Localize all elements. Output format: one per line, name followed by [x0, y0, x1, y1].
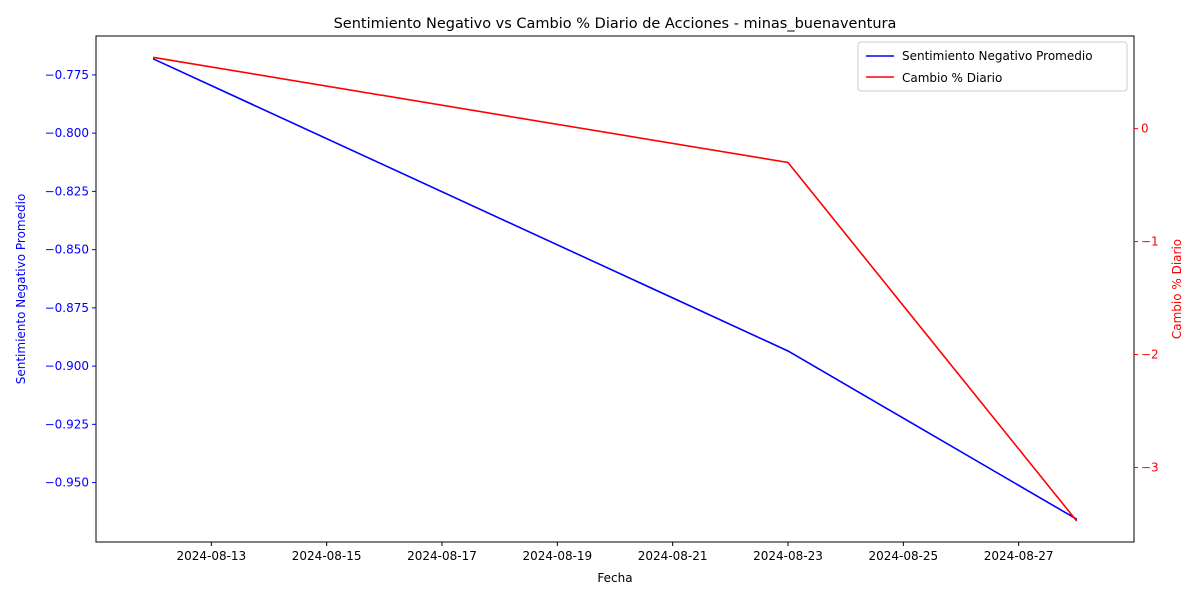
x-tick-label-4: 2024-08-21: [638, 549, 708, 563]
y-left-tick-label-7: −0.950: [45, 476, 89, 490]
plot-area: [95, 35, 1135, 543]
y-left-tick-label-4: −0.875: [45, 301, 89, 315]
y-right-tick-label-3: −3: [1141, 460, 1159, 474]
series-point-cambio-1: [787, 161, 789, 164]
y-left-tick-label-6: −0.925: [45, 417, 89, 431]
series-point-cambio-0: [152, 56, 155, 59]
x-axis-label: Fecha: [597, 571, 632, 585]
x-tick-label-6: 2024-08-25: [868, 549, 938, 563]
y-axis-right: 0 −1 −2 −3: [1134, 122, 1159, 474]
x-axis: 2024-08-13 2024-08-15 2024-08-17 2024-08-19…: [176, 542, 1054, 563]
legend: Sentimiento Negativo Promedio Cambio % D…: [857, 41, 1128, 92]
series-point-sentimiento-0: [152, 58, 155, 60]
plot-frame: [95, 35, 1135, 543]
y-left-tick-label-5: −0.900: [45, 359, 89, 373]
series-point-cambio-2: [1075, 519, 1078, 522]
chart-title: Sentimiento Negativo vs Cambio % Diario …: [334, 16, 897, 32]
x-tick-label-1: 2024-08-15: [292, 549, 362, 563]
y-axis-left-label: Sentimiento Negativo Promedio: [14, 194, 28, 385]
series-line-cambio: [153, 56, 1077, 522]
legend-label-cambio: Cambio % Diario: [902, 71, 1002, 85]
y-right-tick-label-0: 0: [1141, 122, 1149, 136]
y-right-tick-label-1: −1: [1141, 235, 1159, 249]
series-line-sentimiento: [153, 58, 1077, 520]
x-tick-label-7: 2024-08-27: [984, 549, 1054, 563]
y-left-tick-label-3: −0.850: [45, 243, 89, 257]
y-right-tick-label-2: −2: [1141, 348, 1159, 362]
series-point-sentimiento-1: [787, 350, 789, 352]
legend-label-sentimiento: Sentimiento Negativo Promedio: [902, 49, 1093, 63]
x-tick-label-2: 2024-08-17: [407, 549, 477, 563]
series-layer: [152, 56, 1078, 522]
y-axis-right-label: Cambio % Diario: [1170, 239, 1184, 339]
y-axis-left: −0.775 −0.800 −0.825 −0.850 −0.875 −0.900 −0.9…: [45, 68, 96, 490]
y-left-tick-label-1: −0.800: [45, 126, 89, 140]
y-left-tick-label-0: −0.775: [45, 68, 89, 82]
x-tick-label-3: 2024-08-19: [522, 549, 592, 563]
legend-box: [857, 41, 1128, 92]
x-tick-label-0: 2024-08-13: [176, 549, 246, 563]
y-left-tick-label-2: −0.825: [45, 184, 89, 198]
x-tick-label-5: 2024-08-23: [753, 549, 823, 563]
